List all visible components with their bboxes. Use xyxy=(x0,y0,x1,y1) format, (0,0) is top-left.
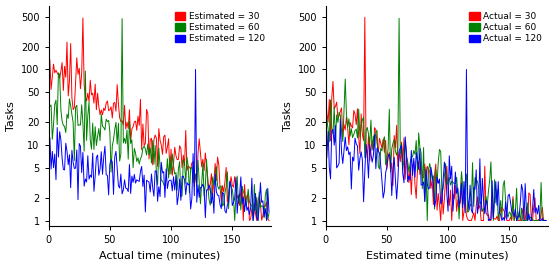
Estimated = 30 xyxy=(78,72,85,75)
Actual = 120 xyxy=(341,149,347,152)
Estimated = 30 xyxy=(240,219,247,222)
Estimated = 60 xyxy=(106,130,113,133)
Estimated = 120 xyxy=(45,171,52,174)
Estimated = 30 xyxy=(266,219,273,222)
Actual = 120 xyxy=(463,68,470,71)
Actual = 120 xyxy=(485,219,492,222)
Actual = 30 xyxy=(355,135,362,139)
Estimated = 120 xyxy=(78,171,85,174)
Line: Estimated = 60: Estimated = 60 xyxy=(49,19,269,221)
Estimated = 30 xyxy=(107,105,114,109)
Estimated = 60 xyxy=(78,103,85,106)
Actual = 30 xyxy=(438,219,444,222)
Legend: Estimated = 30, Estimated = 60, Estimated = 120: Estimated = 30, Estimated = 60, Estimate… xyxy=(173,10,267,45)
Estimated = 60 xyxy=(153,171,160,174)
Estimated = 120 xyxy=(106,163,113,166)
Actual = 60 xyxy=(383,158,390,161)
Estimated = 120 xyxy=(266,210,273,214)
Estimated = 60 xyxy=(266,211,273,215)
Actual = 120 xyxy=(383,166,390,169)
Actual = 60 xyxy=(543,219,550,222)
Estimated = 120 xyxy=(152,169,158,172)
Line: Actual = 30: Actual = 30 xyxy=(326,17,546,221)
Estimated = 30 xyxy=(45,51,52,55)
Estimated = 30 xyxy=(152,134,158,137)
Legend: Actual = 30, Actual = 60, Actual = 120: Actual = 30, Actual = 60, Actual = 120 xyxy=(467,10,544,45)
Actual = 60 xyxy=(341,107,347,110)
Actual = 60 xyxy=(431,207,438,211)
Actual = 120 xyxy=(355,169,362,172)
Estimated = 60 xyxy=(64,113,70,116)
Actual = 30 xyxy=(384,156,391,159)
Actual = 60 xyxy=(507,212,514,215)
Actual = 30 xyxy=(429,178,435,181)
Estimated = 120 xyxy=(229,204,235,207)
Y-axis label: Tasks: Tasks xyxy=(6,101,16,131)
Actual = 30 xyxy=(362,16,368,19)
Estimated = 60 xyxy=(45,96,52,99)
Estimated = 120 xyxy=(151,195,157,198)
Actual = 30 xyxy=(430,203,437,206)
Estimated = 60 xyxy=(152,144,158,147)
Estimated = 120 xyxy=(250,219,257,222)
Estimated = 30 xyxy=(229,184,235,187)
Actual = 60 xyxy=(355,107,362,111)
Actual = 120 xyxy=(322,160,329,164)
Actual = 60 xyxy=(396,17,402,20)
Actual = 30 xyxy=(322,90,329,94)
Actual = 60 xyxy=(424,219,430,222)
Actual = 30 xyxy=(543,219,550,222)
Estimated = 120 xyxy=(64,150,70,153)
X-axis label: Estimated time (minutes): Estimated time (minutes) xyxy=(366,251,509,260)
Line: Actual = 60: Actual = 60 xyxy=(326,18,546,221)
Estimated = 30 xyxy=(153,136,160,140)
Estimated = 30 xyxy=(80,16,86,19)
Actual = 60 xyxy=(430,174,437,177)
Estimated = 30 xyxy=(64,40,70,44)
Line: Estimated = 30: Estimated = 30 xyxy=(49,18,269,221)
Estimated = 60 xyxy=(229,188,235,191)
Actual = 30 xyxy=(341,123,347,126)
X-axis label: Actual time (minutes): Actual time (minutes) xyxy=(99,251,220,260)
Actual = 120 xyxy=(428,166,434,169)
Line: Estimated = 120: Estimated = 120 xyxy=(49,69,269,221)
Actual = 120 xyxy=(429,174,435,177)
Actual = 30 xyxy=(507,215,514,219)
Actual = 120 xyxy=(543,219,550,222)
Actual = 60 xyxy=(322,140,329,144)
Actual = 120 xyxy=(507,201,514,204)
Estimated = 120 xyxy=(192,68,199,71)
Estimated = 60 xyxy=(232,219,238,222)
Line: Actual = 120: Actual = 120 xyxy=(326,69,546,221)
Estimated = 60 xyxy=(119,17,125,20)
Y-axis label: Tasks: Tasks xyxy=(283,101,293,131)
